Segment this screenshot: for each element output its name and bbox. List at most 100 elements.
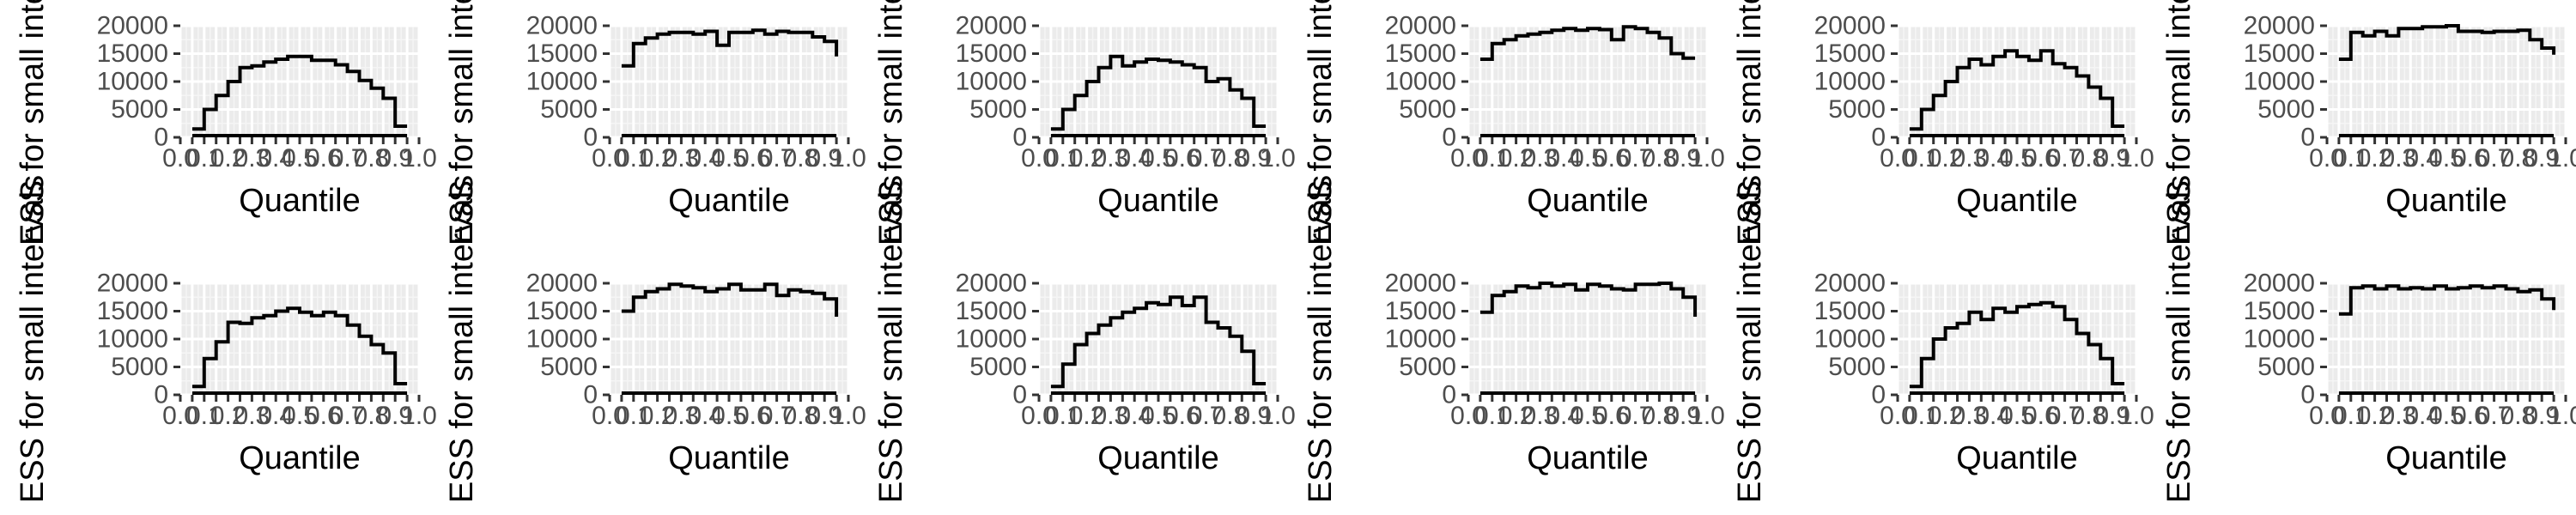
y-axis-title: ESS for small intervals [1732,175,1768,503]
y-tick-label: 10000 [526,68,598,96]
y-tick-label: 5000 [1828,95,1886,124]
x-tick-label: 0.7 [2047,144,2083,173]
x-tick-label: 0.7 [1618,144,1654,173]
x-tick-label: 0.6 [306,402,342,430]
x-tick-label: 0.4 [1546,144,1582,173]
x-tick-label: 0.1 [1474,402,1510,430]
series-line-1 [1050,54,1267,131]
x-tick-label: 0.8 [354,402,390,430]
series-line-1 [191,306,408,389]
x-tick-label: 0.7 [2476,402,2512,430]
x-tick-label: 0.7 [2047,402,2083,430]
x-tick-label: 0.2 [210,402,246,430]
series-line-1 [2338,24,2556,61]
x-tick-label: 1.0 [830,144,866,173]
panel-5: 050001000015000200000.00.10.20.30.40.50.… [1732,0,2154,245]
x-tick-label: 0.1 [186,144,222,173]
y-tick-label: 0 [1442,124,1456,152]
x-tick-label: 0.0 [1450,144,1486,173]
x-tick-label: 0.6 [1594,144,1630,173]
x-tick-label: 0.9 [377,402,413,430]
x-tick-label: 0.6 [2023,144,2059,173]
y-tick-label: 20000 [1385,12,1456,40]
x-axis-title: Quantile [239,440,361,476]
x-tick-label: 0.6 [1164,144,1200,173]
x-tick-label: 0.8 [1212,402,1249,430]
y-tick-label: 20000 [526,270,598,298]
y-tick-label: 15000 [97,297,168,325]
x-tick-label: 1.0 [1260,402,1296,430]
x-tick-label: 0.7 [1188,144,1224,173]
x-tick-label: 0.7 [2476,144,2512,173]
series-line-1 [1909,300,2125,389]
x-tick-label: 0.0 [2309,402,2345,430]
x-tick-label: 0.9 [1236,144,1272,173]
x-tick-label: 0.2 [640,402,676,430]
x-tick-label: 0.9 [1236,402,1272,430]
x-tick-label: 0.5 [2428,144,2464,173]
x-tick-label: 0.6 [735,402,771,430]
x-tick-label: 0.1 [186,402,222,430]
x-tick-label: 0.9 [2094,402,2130,430]
x-axis-title: Quantile [2385,183,2507,219]
y-tick-label: 0 [1442,381,1456,409]
x-tick-label: 1.0 [830,402,866,430]
x-tick-label: 0.0 [1021,144,1057,173]
x-tick-label: 0.1 [616,402,652,430]
x-tick-label: 0.0 [1021,402,1057,430]
x-tick-label: 0.9 [377,144,413,173]
x-tick-label: 0.6 [2452,402,2488,430]
x-tick-label: 0.2 [2357,402,2393,430]
x-tick-label: 0.7 [330,144,366,173]
y-tick-label: 10000 [956,325,1027,354]
y-axis-title: ESS for small intervals [873,175,909,503]
y-tick-label: 5000 [1399,95,1456,124]
x-tick-label: 0.5 [711,402,747,430]
x-axis-title: Quantile [668,183,790,219]
x-tick-label: 0.5 [1570,144,1606,173]
x-tick-label: 0.9 [2524,144,2560,173]
x-tick-label: 0.7 [1618,402,1654,430]
y-tick-label: 15000 [1385,297,1456,325]
x-tick-label: 0.3 [234,402,270,430]
x-tick-label: 0.0 [1880,144,1916,173]
y-tick-label: 15000 [97,39,168,68]
y-axis-title: ESS for small intervals [1732,0,1768,245]
x-tick-label: 0.0 [592,144,628,173]
x-tick-label: 0.3 [1522,144,1558,173]
x-tick-label: 0.6 [2452,144,2488,173]
y-axis-title: ESS for small intervals [2161,0,2197,245]
x-tick-label: 1.0 [1689,144,1725,173]
x-tick-label: 0.2 [1928,144,1964,173]
x-tick-label: 0.1 [1904,402,1940,430]
x-tick-label: 0.4 [2404,402,2440,430]
y-tick-label: 0 [1871,124,1886,152]
x-tick-label: 1.0 [2118,144,2154,173]
x-tick-label: 0.0 [1880,402,1916,430]
y-tick-label: 20000 [97,270,168,298]
x-tick-label: 0.4 [687,402,723,430]
x-tick-label: 0.3 [1093,144,1129,173]
x-tick-label: 0.7 [759,144,795,173]
x-tick-label: 1.0 [1260,144,1296,173]
x-tick-label: 0.3 [2381,144,2417,173]
x-tick-label: 0.4 [1116,402,1152,430]
y-tick-label: 20000 [1385,270,1456,298]
y-axis-title: ESS for small intervals [444,175,480,503]
y-axis-title: ESS for small intervals [1303,0,1339,245]
x-tick-label: 0.2 [1928,402,1964,430]
x-tick-label: 0.5 [2428,402,2464,430]
y-axis-title: ESS for small intervals [1303,175,1339,503]
y-tick-label: 0 [154,124,168,152]
y-tick-label: 15000 [2244,297,2315,325]
x-tick-label: 0.1 [2333,144,2369,173]
y-tick-label: 15000 [526,39,598,68]
x-tick-label: 0.1 [1045,144,1081,173]
x-tick-label: 0.0 [2309,144,2345,173]
x-tick-label: 0.0 [162,402,198,430]
x-tick-label: 0.2 [210,144,246,173]
x-tick-label: 0.8 [2071,402,2107,430]
panel-12: 050001000015000200000.00.10.20.30.40.50.… [2161,175,2576,503]
x-tick-label: 0.6 [306,144,342,173]
x-tick-label: 0.7 [1188,402,1224,430]
